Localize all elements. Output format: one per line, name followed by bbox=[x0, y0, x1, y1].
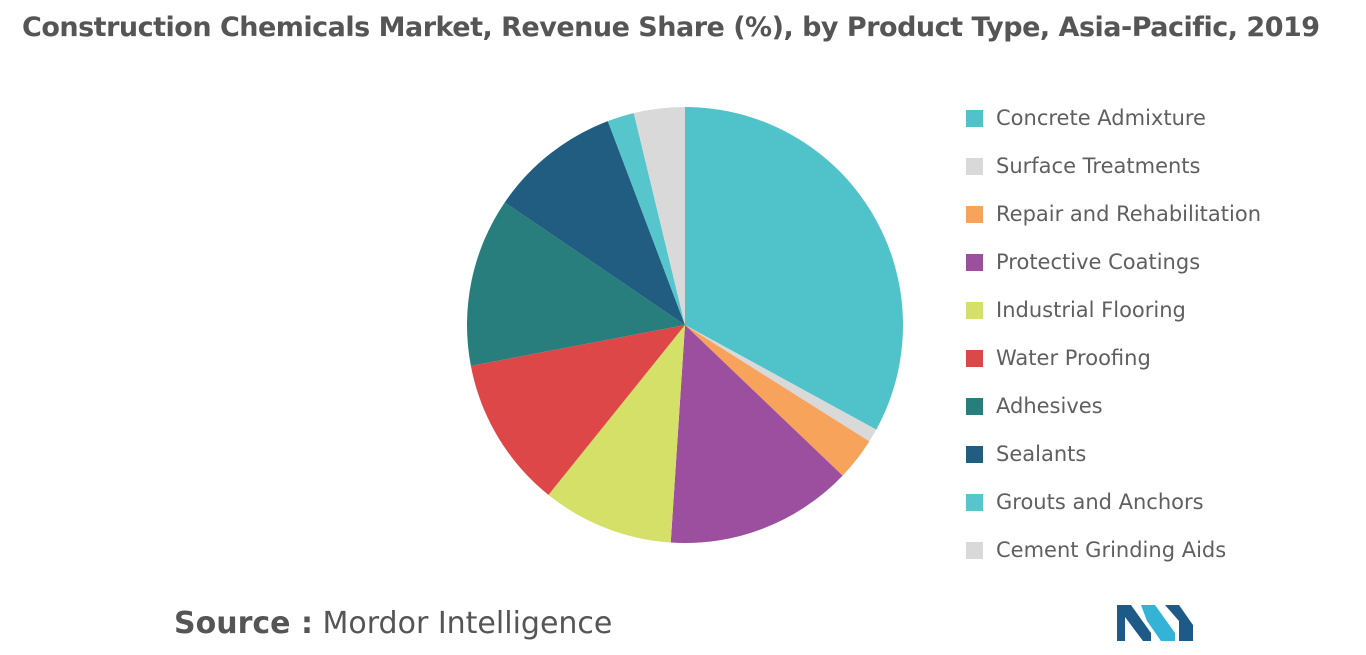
legend-label: Surface Treatments bbox=[996, 154, 1201, 178]
pie-slice-protective-coatings bbox=[670, 325, 843, 543]
legend-item-grouts-and-anchors: Grouts and Anchors bbox=[966, 478, 1261, 526]
legend-label: Grouts and Anchors bbox=[996, 490, 1204, 514]
chart-title: Construction Chemicals Market, Revenue S… bbox=[22, 12, 1320, 43]
legend-item-adhesives: Adhesives bbox=[966, 382, 1261, 430]
legend-item-protective-coatings: Protective Coatings bbox=[966, 238, 1261, 286]
pie-slice-industrial-flooring bbox=[548, 325, 685, 543]
legend-item-sealants: Sealants bbox=[966, 430, 1261, 478]
mordor-intelligence-logo bbox=[1117, 605, 1193, 641]
legend-swatch bbox=[966, 205, 983, 223]
legend-swatch bbox=[966, 301, 983, 319]
legend-item-repair-and-rehabilitation: Repair and Rehabilitation bbox=[966, 190, 1261, 238]
pie-slice-cement-grinding-aids bbox=[633, 107, 685, 325]
pie-slice-grouts-and-anchors bbox=[607, 113, 685, 325]
legend-item-concrete-admixture: Concrete Admixture bbox=[966, 94, 1261, 142]
pie-slice-concrete-admixture bbox=[685, 107, 904, 430]
legend-label: Industrial Flooring bbox=[996, 298, 1186, 322]
legend-item-surface-treatments: Surface Treatments bbox=[966, 142, 1261, 190]
legend-label: Sealants bbox=[996, 442, 1087, 466]
pie-slice-water-proofing bbox=[470, 325, 685, 495]
legend-item-cement-grinding-aids: Cement Grinding Aids bbox=[966, 526, 1261, 574]
legend-item-industrial-flooring: Industrial Flooring bbox=[966, 286, 1261, 334]
legend-swatch bbox=[966, 493, 983, 511]
source-label: Source : bbox=[174, 606, 313, 641]
pie-slice-sealants bbox=[504, 121, 685, 326]
legend-label: Cement Grinding Aids bbox=[996, 538, 1227, 562]
legend-swatch bbox=[966, 253, 983, 271]
legend-label: Adhesives bbox=[996, 394, 1103, 418]
legend-label: Protective Coatings bbox=[996, 250, 1201, 274]
source-note: Source : Mordor Intelligence bbox=[174, 606, 612, 641]
legend-swatch bbox=[966, 109, 983, 127]
pie-slice-surface-treatments bbox=[685, 325, 877, 442]
pie-slice-repair-and-rehabilitation bbox=[685, 325, 870, 476]
source-value: Mordor Intelligence bbox=[322, 606, 613, 641]
legend-swatch bbox=[966, 445, 983, 463]
legend-swatch bbox=[966, 541, 983, 559]
legend-swatch bbox=[966, 157, 983, 175]
legend-swatch bbox=[966, 349, 983, 367]
legend-item-water-proofing: Water Proofing bbox=[966, 334, 1261, 382]
legend-label: Water Proofing bbox=[996, 346, 1151, 370]
legend-label: Concrete Admixture bbox=[996, 106, 1206, 130]
legend-label: Repair and Rehabilitation bbox=[996, 202, 1262, 226]
pie-slice-adhesives bbox=[466, 202, 685, 366]
legend-swatch bbox=[966, 397, 983, 415]
pie-chart bbox=[466, 107, 904, 543]
chart-legend: Concrete Admixture Surface Treatments Repa… bbox=[966, 94, 1261, 574]
